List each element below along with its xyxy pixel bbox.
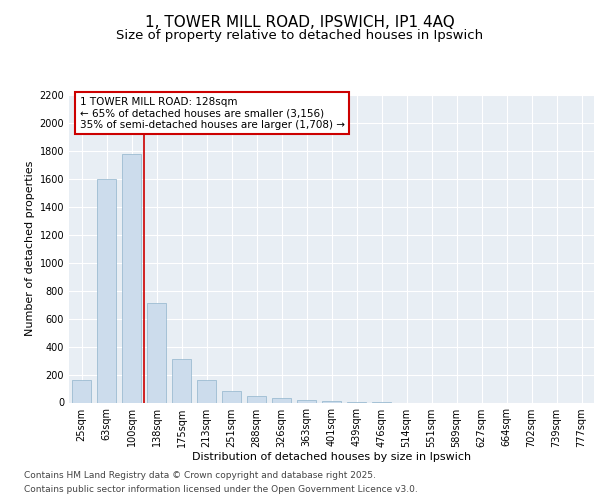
X-axis label: Distribution of detached houses by size in Ipswich: Distribution of detached houses by size … (192, 452, 471, 462)
Text: Size of property relative to detached houses in Ipswich: Size of property relative to detached ho… (116, 30, 484, 43)
Bar (247, 396, 266, 402)
Y-axis label: Number of detached properties: Number of detached properties (25, 161, 35, 336)
Bar (122, 154, 141, 402)
Bar (222, 390, 241, 402)
Bar (72, 380, 91, 402)
Bar (272, 398, 291, 402)
Bar (297, 400, 316, 402)
Text: 1 TOWER MILL ROAD: 128sqm
← 65% of detached houses are smaller (3,156)
35% of se: 1 TOWER MILL ROAD: 128sqm ← 65% of detac… (79, 96, 344, 130)
Bar (147, 304, 166, 402)
Text: Contains public sector information licensed under the Open Government Licence v3: Contains public sector information licen… (24, 484, 418, 494)
Bar (322, 401, 341, 402)
Bar (172, 359, 191, 403)
Bar (197, 380, 216, 402)
Text: 1, TOWER MILL ROAD, IPSWICH, IP1 4AQ: 1, TOWER MILL ROAD, IPSWICH, IP1 4AQ (145, 15, 455, 30)
Text: Contains HM Land Registry data © Crown copyright and database right 2025.: Contains HM Land Registry data © Crown c… (24, 472, 376, 480)
Bar (97, 179, 116, 402)
